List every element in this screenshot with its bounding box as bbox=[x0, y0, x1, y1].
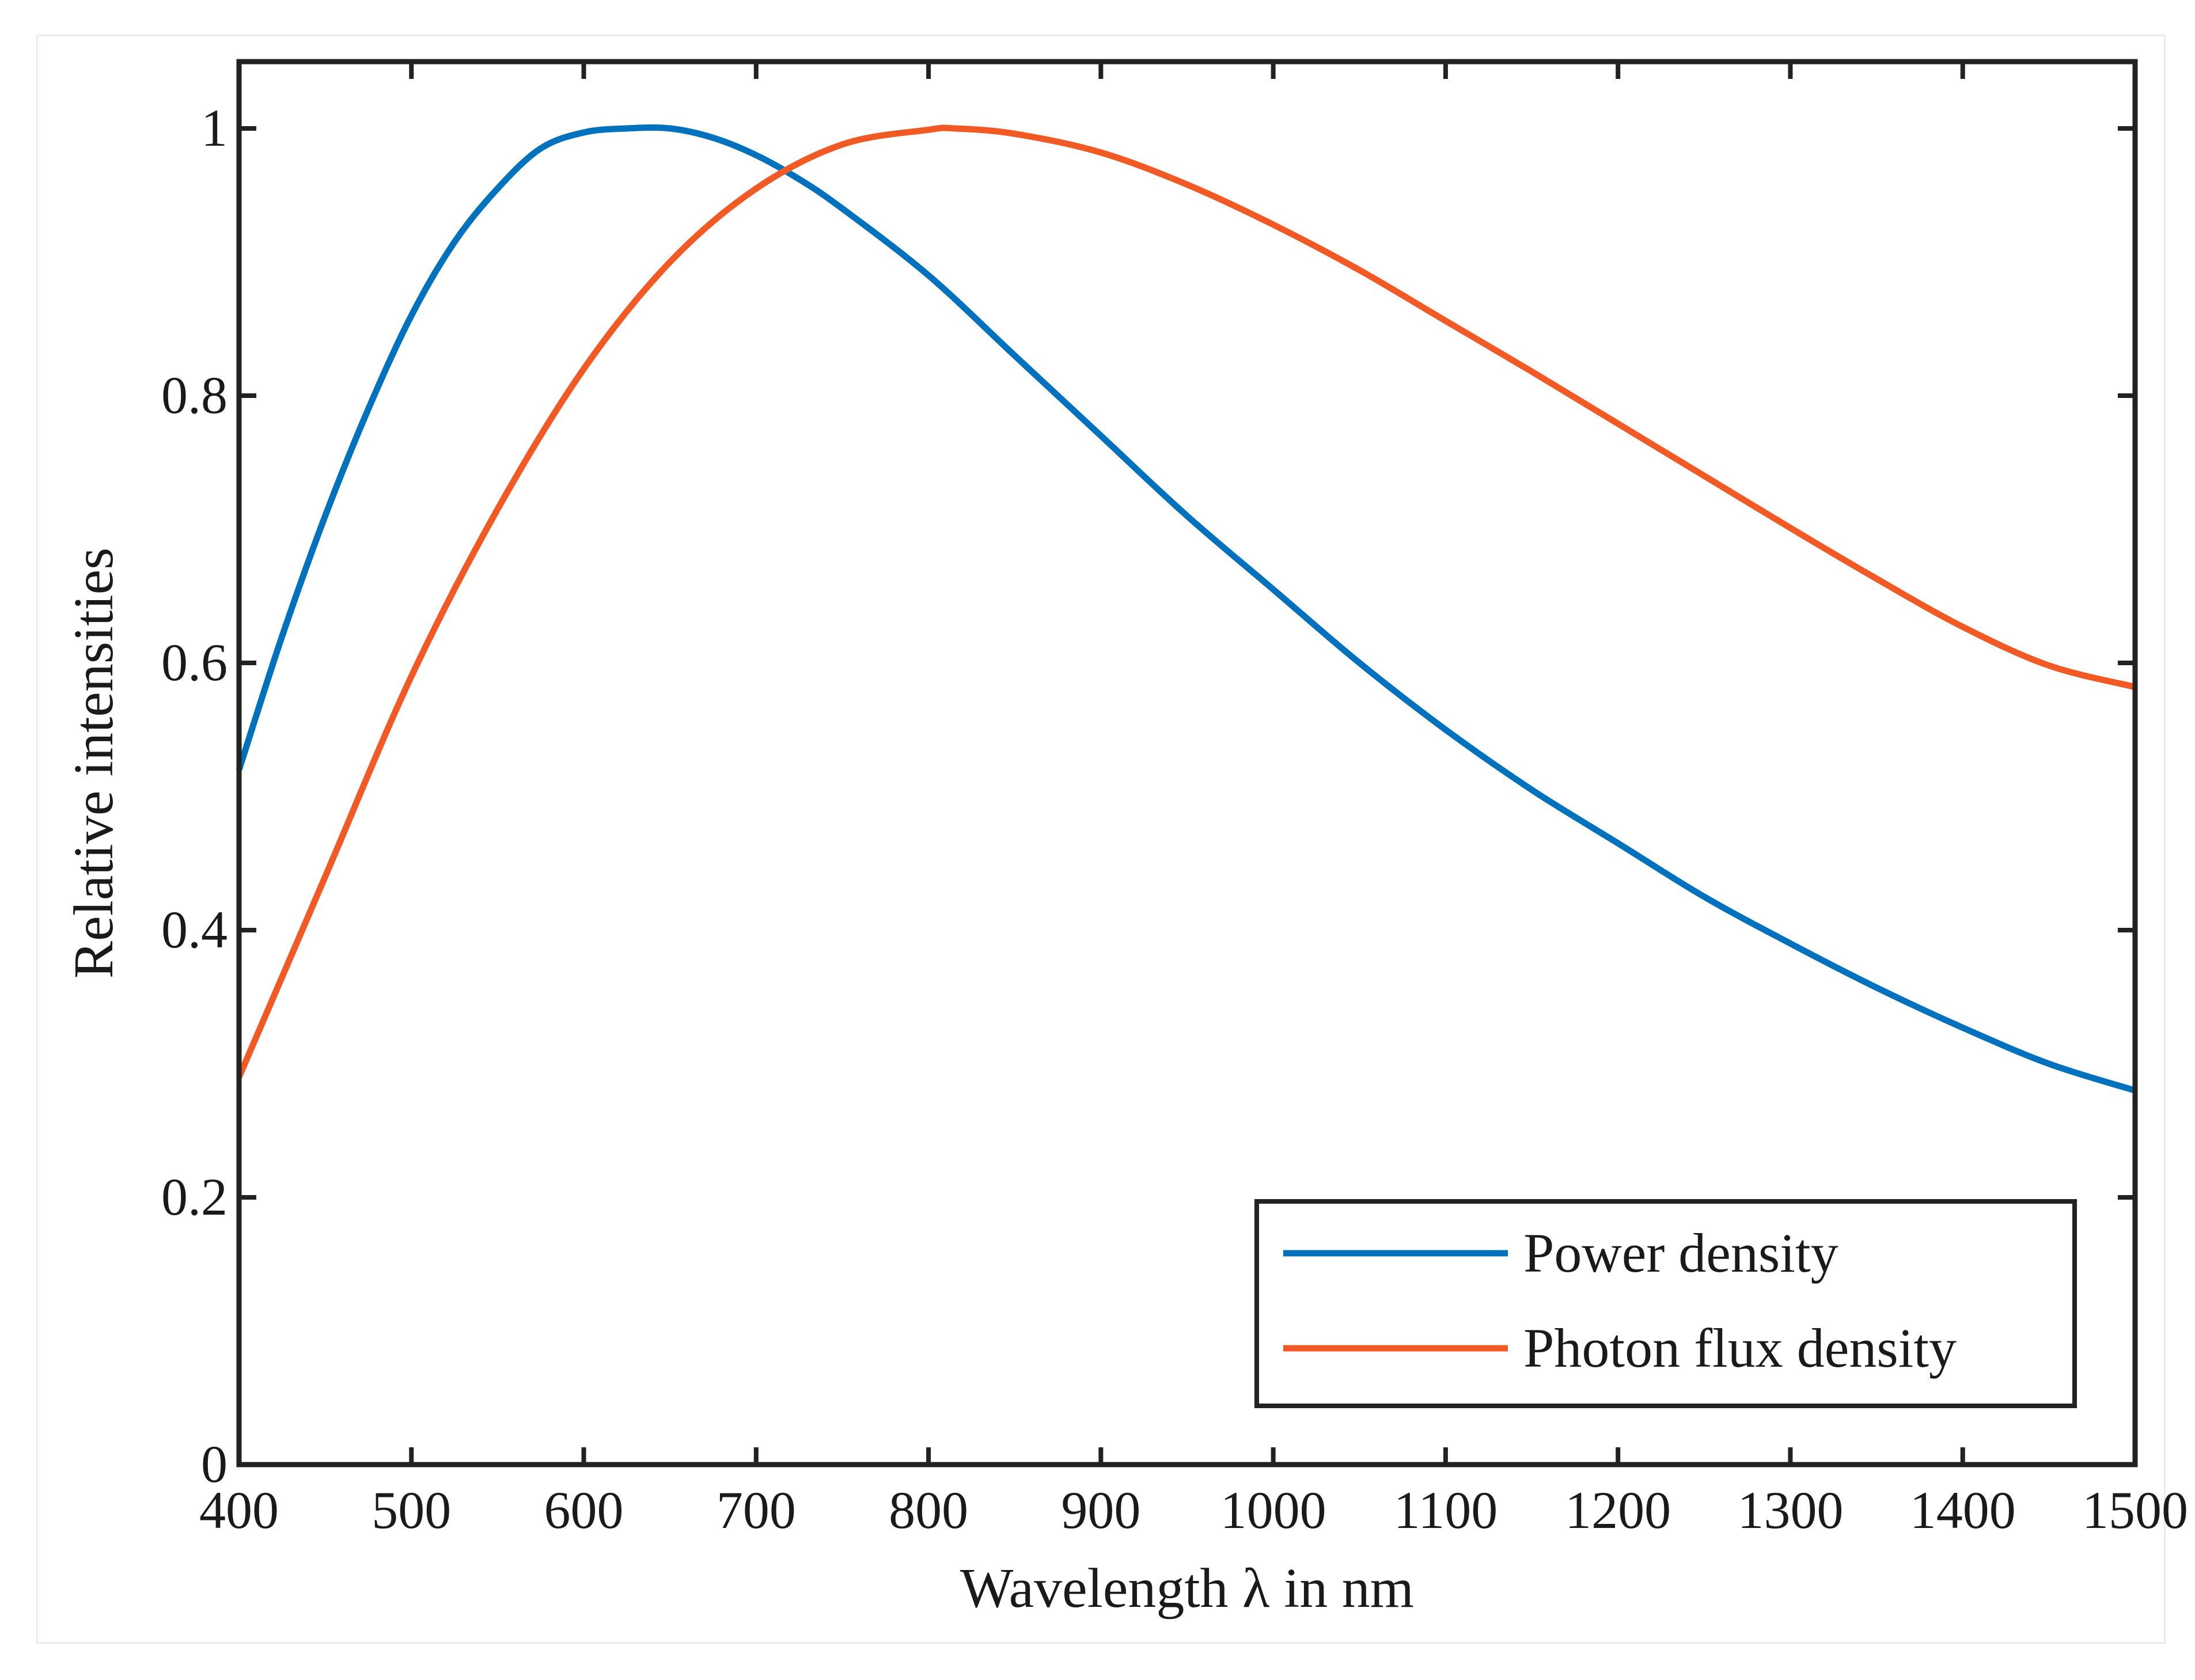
y-tick-label: 0.2 bbox=[161, 1167, 228, 1226]
y-tick-label: 0.6 bbox=[161, 633, 228, 692]
legend-label-photon-flux-density: Photon flux density bbox=[1523, 1317, 1957, 1379]
y-tick-label: 0 bbox=[201, 1435, 228, 1493]
x-tick-label: 1300 bbox=[1737, 1481, 1843, 1539]
x-tick-label: 1000 bbox=[1220, 1481, 1326, 1539]
x-axis-title: Wavelength λ in nm bbox=[960, 1557, 1414, 1620]
y-tick-label: 0.8 bbox=[161, 366, 228, 424]
tick-labels: 400 500 600 700 800 900 1000 1100 1200 1300 1400 15… bbox=[161, 98, 2188, 1539]
x-tick-label: 600 bbox=[544, 1481, 624, 1539]
y-tick-label: 0.4 bbox=[161, 900, 228, 959]
x-tick-label: 500 bbox=[371, 1481, 451, 1539]
plot-area-border bbox=[236, 59, 2138, 1467]
legend: Power density Photon flux density bbox=[1254, 1199, 2077, 1408]
x-tick-label: 1200 bbox=[1565, 1481, 1671, 1539]
x-tick-label: 1500 bbox=[2082, 1481, 2188, 1539]
x-tick-label: 700 bbox=[716, 1481, 796, 1539]
legend-label-power-density: Power density bbox=[1523, 1222, 1838, 1284]
series-line-power-density bbox=[236, 124, 2136, 1094]
x-tick-label: 1400 bbox=[1910, 1481, 2016, 1539]
x-tick-label: 900 bbox=[1061, 1481, 1140, 1539]
x-tick-label: 1100 bbox=[1394, 1481, 1498, 1539]
series-line-photon-flux-density bbox=[236, 124, 2136, 1079]
y-axis-title: Relative intensities bbox=[63, 548, 125, 979]
chart-curves bbox=[236, 124, 2136, 1094]
x-tick-label: 400 bbox=[199, 1481, 279, 1539]
y-tick-label: 1 bbox=[201, 98, 228, 157]
legend-box bbox=[1254, 1199, 2077, 1408]
x-tick-label: 800 bbox=[889, 1481, 968, 1539]
